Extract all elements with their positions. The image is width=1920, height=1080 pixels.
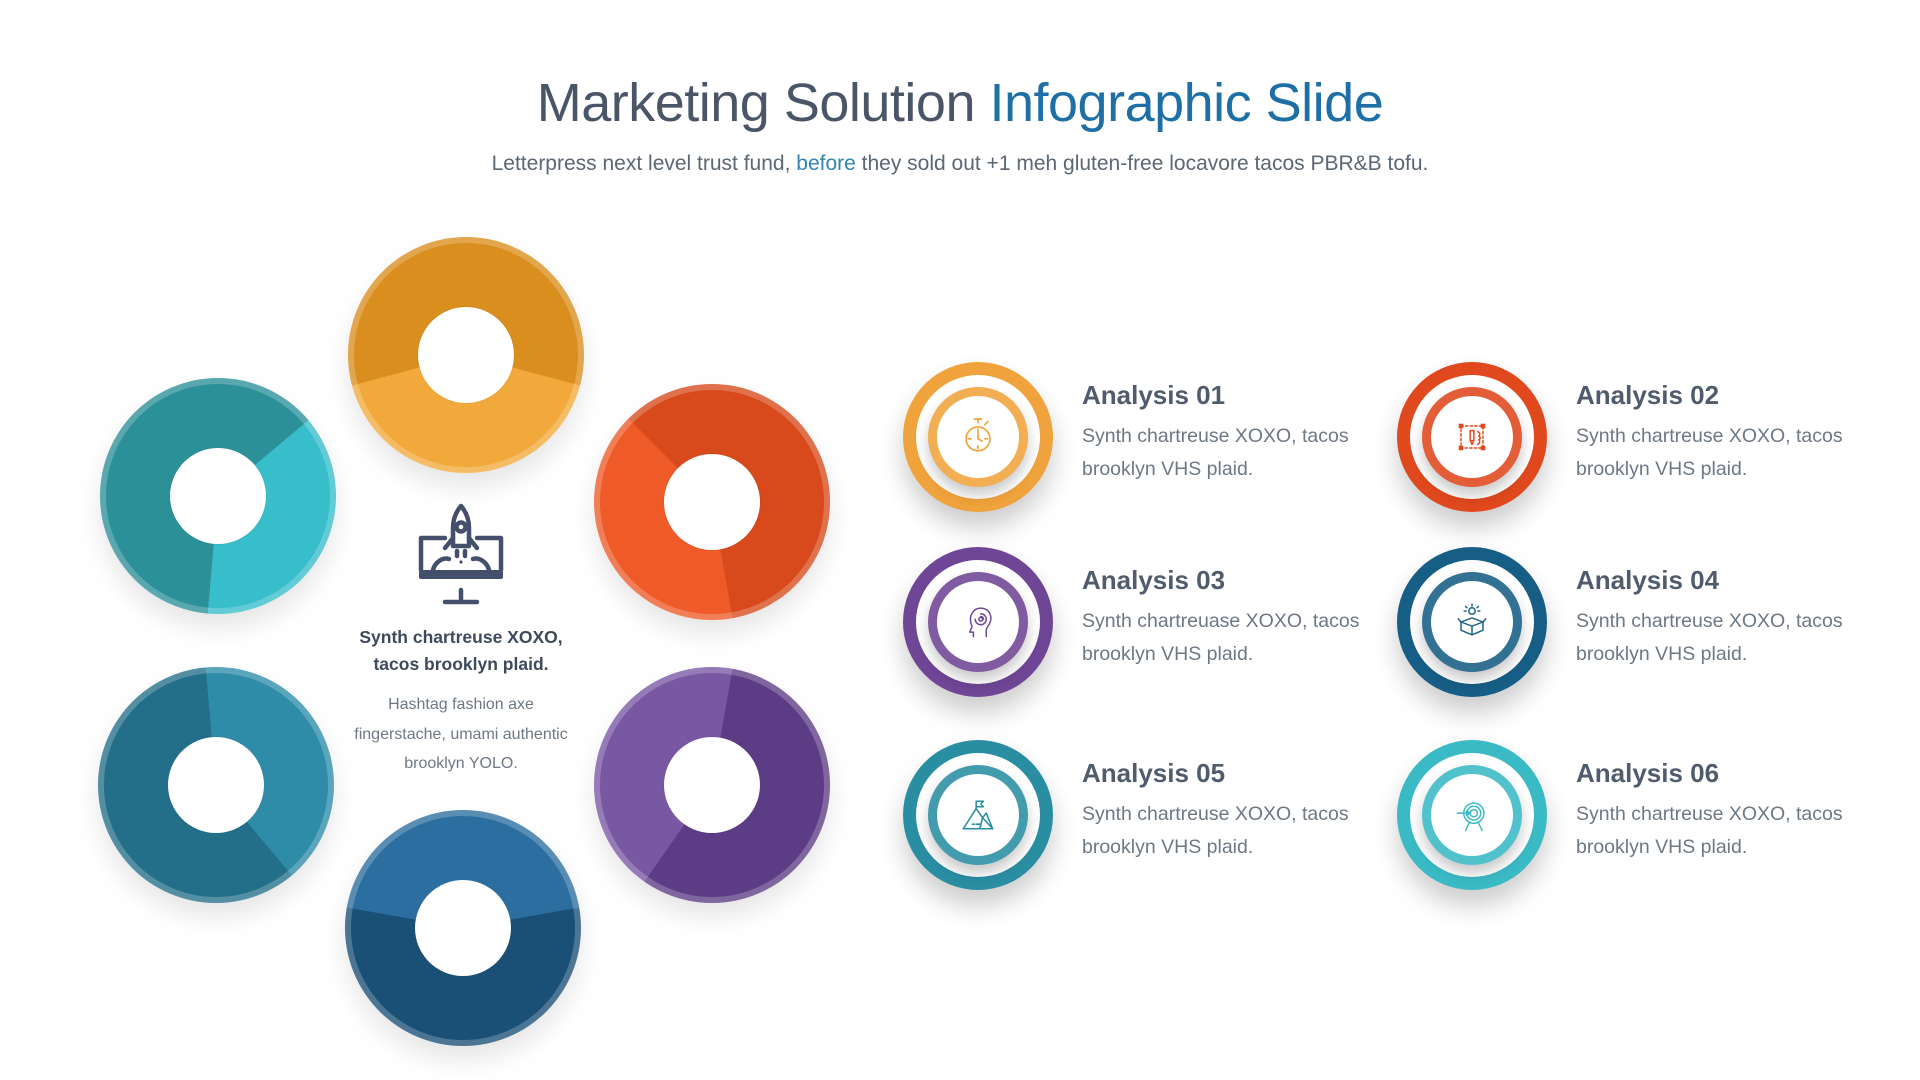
badge-center: [1431, 774, 1513, 856]
badge-center: [937, 581, 1019, 663]
donut-darkteal-bottom-left: [98, 667, 334, 903]
donut-hole-core: [422, 887, 504, 969]
analysis-item-06: Analysis 06 Synth chartreuse XOXO, tacos…: [1397, 740, 1877, 905]
analysis-text: Synth chartreuse XOXO, tacos brooklyn VH…: [1576, 425, 1843, 480]
page-title: Marketing Solution Infographic Slide: [0, 72, 1920, 134]
vector-design-icon: [1458, 423, 1486, 451]
target-arrow-icon: [1456, 802, 1485, 832]
donut-hole-core: [175, 744, 257, 826]
stopwatch-icon: [965, 418, 991, 452]
analysis-text: Synth chartreuse XOXO, tacos brooklyn VH…: [1082, 425, 1349, 480]
donut-red-right: [594, 384, 830, 620]
analysis-03-badge: [903, 547, 1053, 697]
analysis-item-05: Analysis 05 Synth chartreuse XOXO, tacos…: [903, 740, 1383, 905]
analysis-item-02: Analysis 02 Synth chartreuse XOXO, tacos…: [1397, 362, 1877, 527]
analysis-title: Analysis 05: [1082, 758, 1226, 788]
center-body-text: Hashtag fashion axe fingerstache, umami …: [354, 696, 568, 773]
donut-hole-core: [671, 461, 753, 543]
analysis-04-badge: [1397, 547, 1547, 697]
analysis-title: Analysis 01: [1082, 380, 1226, 410]
analysis-02-badge: [1397, 362, 1547, 512]
subtitle-highlight: before: [796, 152, 856, 175]
mountain-flag-icon: [962, 800, 994, 830]
analysis-text: Synth chartreuse XOXO, tacos brooklyn VH…: [1082, 803, 1349, 858]
badge-center: [937, 774, 1019, 856]
badge-center: [937, 396, 1019, 478]
analysis-01-badge: [903, 362, 1053, 512]
badge-center: [1431, 581, 1513, 663]
idea-box-icon: [1457, 603, 1487, 636]
analysis-text: Synth chartreuse XOXO, tacos brooklyn VH…: [1576, 610, 1843, 665]
rocket-launch-monitor-icon: [401, 496, 521, 616]
analysis-title: Analysis 06: [1576, 758, 1720, 788]
mind-maze-icon: [969, 607, 992, 638]
donut-purple-bottom-right: [594, 667, 830, 903]
analysis-05-badge: [903, 740, 1053, 890]
center-bold-text: Synth chartreuse XOXO, tacos brooklyn pl…: [359, 627, 563, 675]
donut-hole-core: [177, 455, 259, 537]
subtitle-text-2: they sold out +1 meh gluten-free locavor…: [855, 152, 1429, 175]
analysis-06-badge: [1397, 740, 1547, 890]
analysis-item-01: Analysis 01 Synth chartreuse XOXO, tacos…: [903, 362, 1383, 527]
analysis-text: Synth chartreuase XOXO, tacos brooklyn V…: [1082, 610, 1360, 665]
donut-teal-left: [100, 378, 336, 614]
subtitle-text-1: Letterpress next level trust fund,: [491, 152, 797, 175]
analysis-item-04: Analysis 04 Synth chartreuse XOXO, tacos…: [1397, 547, 1877, 712]
donut-orange-top: [348, 237, 584, 473]
analysis-title: Analysis 02: [1576, 380, 1720, 410]
badge-center: [1431, 396, 1513, 478]
page-subtitle: Letterpress next level trust fund, befor…: [0, 152, 1920, 176]
donut-hole-core: [671, 744, 753, 826]
analysis-item-03: Analysis 03 Synth chartreuase XOXO, taco…: [903, 547, 1383, 712]
analysis-title: Analysis 03: [1082, 565, 1226, 595]
analysis-text: Synth chartreuse XOXO, tacos brooklyn VH…: [1576, 803, 1843, 858]
title-main: Marketing Solution: [536, 73, 990, 133]
title-accent: Infographic Slide: [989, 73, 1384, 133]
donut-blue-bottom: [345, 810, 581, 1046]
donut-hole-core: [425, 314, 507, 396]
analysis-title: Analysis 04: [1576, 565, 1720, 595]
